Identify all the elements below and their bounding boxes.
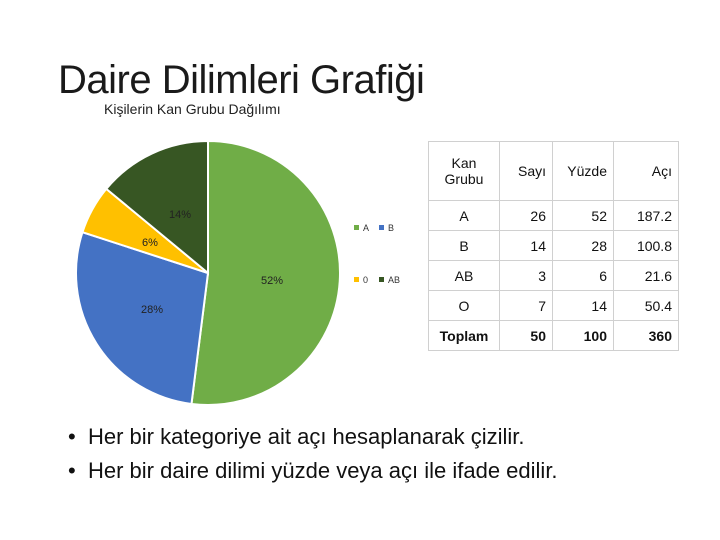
- pie-slice-label: 52%: [261, 275, 283, 287]
- slide-subtitle: Kişilerin Kan Grubu Dağılımı: [104, 101, 281, 117]
- legend-swatch: [354, 225, 359, 230]
- header-blood-group: Kan Grubu: [428, 141, 500, 201]
- legend-label: AB: [388, 275, 400, 285]
- legend-swatch: [379, 225, 384, 230]
- cell-count: 7: [499, 290, 553, 321]
- bullet-text: Her bir kategoriye ait açı hesaplanarak …: [88, 424, 525, 449]
- total-angle: 360: [613, 320, 679, 351]
- slide-title: Daire Dilimleri Grafiği: [58, 58, 425, 102]
- cell-percent: 52: [552, 200, 614, 231]
- header-count: Sayı: [499, 141, 553, 201]
- legend-swatch: [354, 277, 359, 282]
- pie-slice-label: 6%: [142, 237, 158, 249]
- legend-label: A: [363, 223, 369, 233]
- table-header-row: Kan Grubu Sayı Yüzde Açı: [428, 141, 679, 201]
- cell-percent: 14: [552, 290, 614, 321]
- total-percent: 100: [552, 320, 614, 351]
- cell-count: 3: [499, 260, 553, 291]
- table-row: A 26 52 187.2: [428, 200, 679, 231]
- blood-group-table: Kan Grubu Sayı Yüzde Açı A 26 52 187.2 B…: [428, 141, 679, 351]
- cell-count: 14: [499, 230, 553, 261]
- cell-group: A: [428, 200, 500, 231]
- pie-slice-0: [104, 139, 209, 276]
- cell-group: O: [428, 290, 500, 321]
- legend-label: B: [388, 223, 394, 233]
- bullet-item: • Her bir kategoriye ait açı hesaplanarak…: [68, 424, 525, 449]
- bullet-item: • Her bir daire dilimi yüzde veya açı ile…: [68, 458, 558, 483]
- table-row: B 14 28 100.8: [428, 230, 679, 261]
- header-angle: Açı: [613, 141, 679, 201]
- cell-percent: 28: [552, 230, 614, 261]
- cell-group: B: [428, 230, 500, 261]
- table-row: O 7 14 50.4: [428, 290, 679, 321]
- pie-slice-label: 14%: [169, 209, 191, 221]
- cell-angle: 50.4: [613, 290, 679, 321]
- legend-swatch: [379, 277, 384, 282]
- cell-angle: 21.6: [613, 260, 679, 291]
- cell-count: 26: [499, 200, 553, 231]
- cell-percent: 6: [552, 260, 614, 291]
- bullet-text: Her bir daire dilimi yüzde veya açı ile …: [88, 458, 558, 483]
- pie-slice-b: [75, 230, 210, 406]
- table-total-row: Toplam 50 100 360: [428, 320, 679, 351]
- bullet-list: • Her bir kategoriye ait açı hesaplanarak…: [68, 420, 558, 488]
- pie-slice-a: [190, 139, 341, 406]
- cell-angle: 187.2: [613, 200, 679, 231]
- total-label: Toplam: [428, 320, 500, 351]
- cell-group: AB: [428, 260, 500, 291]
- pie-slice-label: 28%: [141, 304, 163, 316]
- cell-angle: 100.8: [613, 230, 679, 261]
- table-row: AB 3 6 21.6: [428, 260, 679, 291]
- legend-label: 0: [363, 275, 368, 285]
- header-percent: Yüzde: [552, 141, 614, 201]
- total-count: 50: [499, 320, 553, 351]
